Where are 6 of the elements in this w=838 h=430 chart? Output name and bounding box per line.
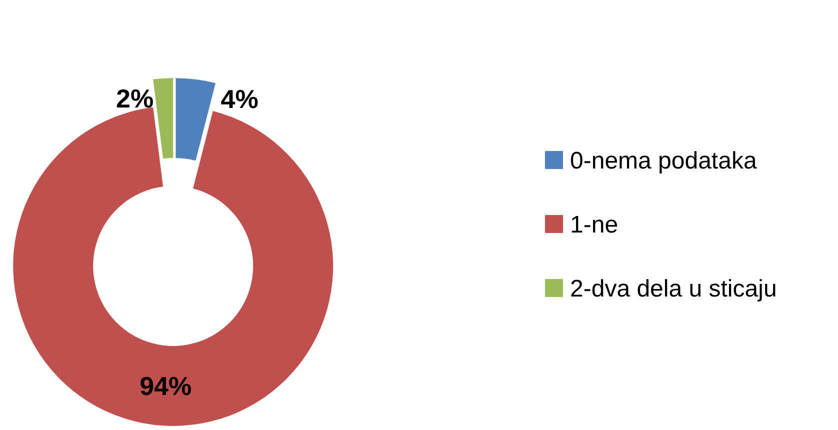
legend-label: 1-ne [570,211,618,238]
data-label: 4% [220,84,258,114]
legend-label: 2-dva dela u sticaju [570,275,777,302]
data-label: 94% [140,370,192,401]
data-label: 2% [116,83,154,114]
legend-label: 0-nema podataka [570,147,758,174]
